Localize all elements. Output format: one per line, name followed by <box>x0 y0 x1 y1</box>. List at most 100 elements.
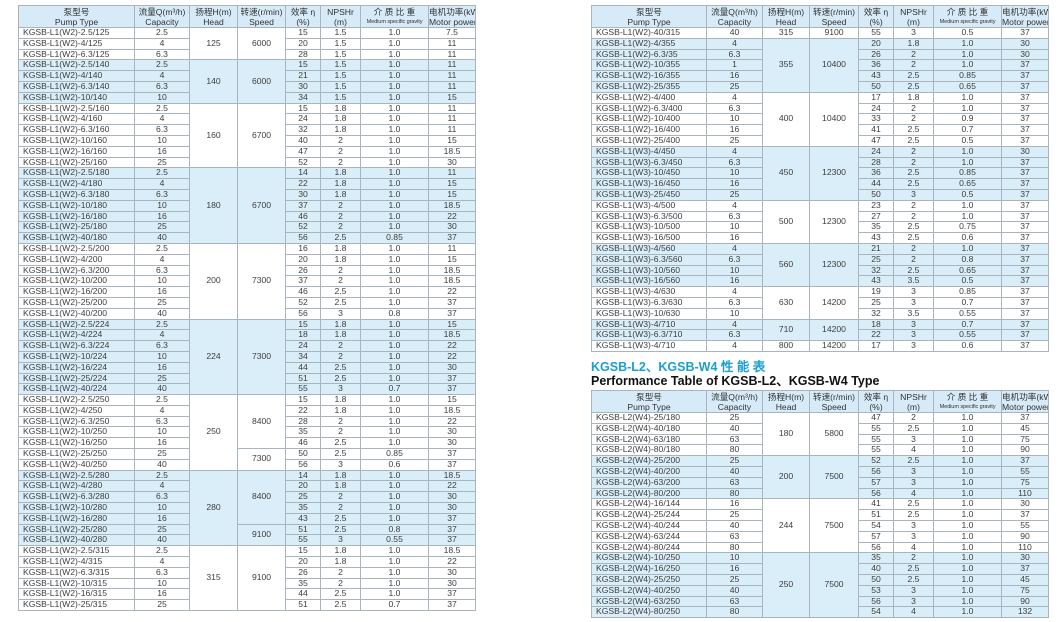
head-cell: 400 <box>762 91 810 147</box>
capacity-cell: 25 <box>706 509 763 521</box>
npshr-cell: 2 <box>320 577 361 590</box>
pump-type-cell: KGSB-L1(W3)-6.3/630 <box>591 296 707 309</box>
table-row: KGSB-L1(W2)-4/180 4 22 1.8 1.0 15 <box>18 178 476 190</box>
table-row: KGSB-L1(W2)-10/355 1 36 2 1.0 37 <box>591 59 1049 72</box>
speed-cell: 8400 <box>237 394 286 450</box>
efficiency-cell: 37 <box>285 199 321 212</box>
efficiency-cell: 14 <box>285 167 321 180</box>
npshr-cell: 3 <box>893 286 934 298</box>
header-npshr-cn: NPSHr <box>327 6 354 17</box>
table-row: KGSB-L1(W2)-16/280 16 43 2.5 1.0 37 <box>18 512 476 525</box>
motor-power-cell: 132 <box>1001 606 1049 619</box>
motor-power-cell: 37 <box>428 296 476 309</box>
capacity-cell: 10 <box>706 307 763 320</box>
npshr-cell: 2.5 <box>893 455 934 467</box>
specific-gravity-cell: 1.0 <box>933 573 1002 586</box>
pump-type-cell: KGSB-L2(W4)-40/180 <box>591 422 707 435</box>
npshr-cell: 3 <box>893 530 934 543</box>
npshr-cell: 2.5 <box>893 124 934 136</box>
table-row: KGSB-L1(W2)-2.5/160 2.5 160 6700 15 1.8 1.0 11 <box>18 102 476 169</box>
npshr-cell: 1.8 <box>320 124 361 136</box>
npshr-cell: 2 <box>320 415 361 428</box>
specific-gravity-cell: 1.0 <box>360 566 429 579</box>
header-head-cn: 扬程H(m) <box>767 391 805 402</box>
capacity-cell: 80 <box>706 444 763 457</box>
npshr-cell: 3 <box>893 519 934 532</box>
motor-power-cell: 90 <box>1001 595 1049 608</box>
speed-cell: 14200 <box>809 340 859 352</box>
capacity-cell: 2.5 <box>134 167 190 180</box>
specific-gravity-cell: 0.55 <box>933 307 1002 320</box>
table-row: KGSB-L1(W2)-25/280 25 9100 51 2.5 0.8 37 <box>18 523 476 547</box>
pump-type-cell: KGSB-L1(W3)-6.3/710 <box>591 329 707 342</box>
capacity-cell: 6.3 <box>134 264 190 277</box>
pump-type-cell: KGSB-L1(W2)-40/315 <box>591 27 707 39</box>
efficiency-cell: 20 <box>285 253 321 266</box>
table-row: KGSB-L1(W2)-4/355 4 355 10400 20 1.8 1.0 30 <box>591 37 1049 93</box>
capacity-cell: 63 <box>706 433 763 446</box>
efficiency-cell: 55 <box>285 534 321 547</box>
efficiency-cell: 43 <box>858 275 894 288</box>
head-cell: 200 <box>762 455 810 500</box>
pump-type-cell: KGSB-L2(W4)-63/250 <box>591 595 707 608</box>
pump-type-cell: KGSB-L1(W2)-4/180 <box>18 178 135 190</box>
npshr-cell: 1.5 <box>320 27 361 39</box>
capacity-cell: 25 <box>134 156 190 169</box>
efficiency-cell: 44 <box>285 588 321 601</box>
header-head-en: Head <box>203 16 224 27</box>
motor-power-cell: 30 <box>428 502 476 514</box>
motor-power-cell: 37 <box>1001 232 1049 244</box>
motor-power-cell: 30 <box>428 491 476 504</box>
npshr-cell: 3 <box>893 476 934 489</box>
head-cell: 800 <box>762 340 810 352</box>
efficiency-cell: 19 <box>858 286 894 298</box>
pump-type-cell: KGSB-L1(W2)-16/250 <box>18 437 135 450</box>
header-efficiency-cn: 效率 η <box>290 6 316 17</box>
efficiency-cell: 15 <box>285 545 321 558</box>
pump-type-cell: KGSB-L1(W2)-6.3/140 <box>18 80 135 93</box>
capacity-cell: 25 <box>134 372 190 385</box>
efficiency-cell: 51 <box>285 599 321 612</box>
efficiency-cell: 56 <box>858 595 894 608</box>
table-row: KGSB-L1(W2)-6.3/280 6.3 25 2 1.0 30 <box>18 491 476 504</box>
npshr-cell: 2.5 <box>893 232 934 244</box>
header-pump-type-en: Pump Type <box>627 16 671 27</box>
capacity-cell: 4 <box>134 329 190 342</box>
motor-power-cell: 37 <box>1001 91 1049 104</box>
npshr-cell: 3 <box>893 188 934 201</box>
pump-type-cell: KGSB-L1(W2)-6.3/224 <box>18 340 135 352</box>
npshr-cell: 2 <box>893 242 934 255</box>
efficiency-cell: 25 <box>858 296 894 309</box>
header-npshr-en: (m) <box>334 16 347 27</box>
motor-power-cell: 37 <box>1001 188 1049 201</box>
capacity-cell: 6.3 <box>134 566 190 579</box>
efficiency-cell: 50 <box>858 80 894 93</box>
specific-gravity-cell: 1.0 <box>933 465 1002 478</box>
table-row: KGSB-L1(W2)-4/125 4 20 1.5 1.0 11 <box>18 37 476 50</box>
specific-gravity-cell: 1.0 <box>933 422 1002 435</box>
header-head: 扬程H(m) Head <box>189 5 238 28</box>
specific-gravity-cell: 1.0 <box>360 210 429 223</box>
table-row: KGSB-L1(W2)-40/180 40 56 2.5 0.85 37 <box>18 232 476 244</box>
speed-cell: 6000 <box>237 59 286 104</box>
motor-power-cell: 37 <box>428 232 476 244</box>
specific-gravity-cell: 0.7 <box>360 599 429 612</box>
efficiency-cell: 51 <box>858 509 894 521</box>
specific-gravity-cell: 0.65 <box>933 264 1002 277</box>
pump-type-cell: KGSB-L1(W2)-6.3/35 <box>591 48 707 61</box>
capacity-cell: 6.3 <box>706 329 763 342</box>
npshr-cell: 2 <box>320 264 361 277</box>
pump-type-cell: KGSB-L1(W2)-10/200 <box>18 275 135 288</box>
header-specific-gravity: 介 质 比 重 Medium specific gravity <box>933 5 1002 28</box>
specific-gravity-cell: 1.0 <box>360 199 429 212</box>
pump-type-cell: KGSB-L1(W2)-16/224 <box>18 361 135 374</box>
table-row: KGSB-L1(W2)-6.3/315 6.3 26 2 1.0 30 <box>18 566 476 579</box>
table-row: KGSB-L1(W2)-6.3/200 6.3 26 2 1.0 18.5 <box>18 264 476 277</box>
npshr-cell: 2.5 <box>320 296 361 309</box>
specific-gravity-cell: 1.0 <box>933 242 1002 255</box>
motor-power-cell: 22 <box>428 210 476 223</box>
specific-gravity-cell: 1.0 <box>360 102 429 115</box>
specific-gravity-cell: 1.0 <box>933 210 1002 223</box>
efficiency-cell: 52 <box>285 221 321 234</box>
capacity-cell: 10 <box>134 350 190 363</box>
